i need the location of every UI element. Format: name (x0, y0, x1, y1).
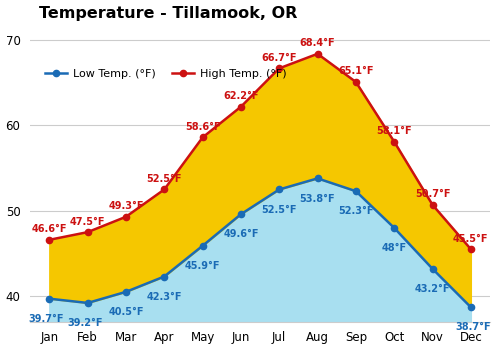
Text: Temperature - Tillamook, OR: Temperature - Tillamook, OR (40, 6, 298, 21)
Text: 39.7°F: 39.7°F (29, 314, 64, 324)
Text: 62.2°F: 62.2°F (223, 91, 258, 101)
Text: 43.2°F: 43.2°F (415, 284, 450, 294)
Text: 58.6°F: 58.6°F (185, 122, 220, 132)
Text: 52.5°F: 52.5°F (262, 205, 297, 215)
Text: 45.9°F: 45.9°F (185, 261, 220, 271)
Text: 52.3°F: 52.3°F (338, 206, 374, 216)
Text: 48°F: 48°F (382, 243, 407, 253)
Text: 47.5°F: 47.5°F (70, 217, 106, 226)
Text: 49.3°F: 49.3°F (108, 201, 144, 211)
Text: 52.5°F: 52.5°F (146, 174, 182, 184)
Text: 53.8°F: 53.8°F (300, 194, 336, 204)
Text: 66.7°F: 66.7°F (262, 53, 297, 63)
Text: 39.2°F: 39.2°F (67, 318, 102, 328)
Text: 40.5°F: 40.5°F (108, 307, 144, 317)
Text: 38.7°F: 38.7°F (456, 322, 492, 332)
Text: 45.5°F: 45.5°F (453, 234, 488, 244)
Text: 46.6°F: 46.6°F (32, 224, 67, 234)
Text: 65.1°F: 65.1°F (338, 66, 374, 76)
Text: 50.7°F: 50.7°F (415, 189, 450, 199)
Legend: Low Temp. (°F), High Temp. (°F): Low Temp. (°F), High Temp. (°F) (40, 64, 291, 83)
Text: 68.4°F: 68.4°F (300, 38, 336, 48)
Text: 58.1°F: 58.1°F (376, 126, 412, 136)
Text: 49.6°F: 49.6°F (223, 230, 258, 239)
Text: 42.3°F: 42.3°F (146, 292, 182, 302)
